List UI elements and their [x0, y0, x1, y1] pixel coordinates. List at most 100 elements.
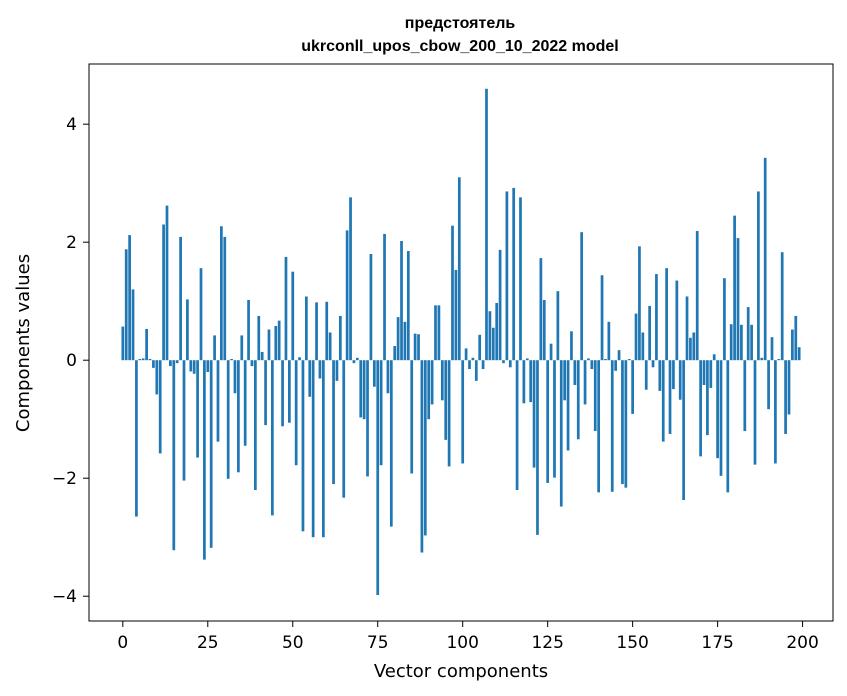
bar-component-29: [220, 226, 223, 361]
bar-component-17: [179, 236, 182, 361]
bar-component-171: [702, 360, 706, 385]
bar-component-116: [515, 360, 519, 491]
bar-component-141: [600, 275, 604, 361]
bar-component-129: [559, 360, 563, 507]
y-tick-label-4: 4: [66, 115, 77, 135]
x-tick-label-25: 25: [197, 633, 219, 653]
bar-component-124: [542, 300, 546, 361]
bar-component-174: [712, 354, 716, 361]
y-tick-label-2: 2: [66, 233, 77, 253]
bar-component-101: [464, 348, 468, 361]
bar-component-12: [162, 224, 165, 361]
bar-component-33: [233, 360, 237, 394]
bar-component-14: [169, 360, 172, 367]
bar-component-32: [230, 359, 233, 361]
bar-component-135: [580, 232, 584, 361]
bar-component-168: [692, 332, 696, 361]
bar-component-130: [563, 360, 567, 401]
bar-component-0: [121, 326, 125, 361]
bar-component-110: [495, 302, 499, 361]
bar-component-58: [318, 360, 322, 379]
bar-component-131: [566, 360, 570, 451]
bar-component-139: [593, 360, 597, 432]
chart-title-line-1: предстоятель: [405, 15, 516, 32]
bar-component-178: [726, 360, 730, 493]
bar-component-44: [271, 360, 274, 516]
bar-component-153: [641, 332, 645, 361]
bar-component-111: [498, 249, 502, 361]
x-tick-label-150: 150: [616, 633, 648, 653]
bar-component-91: [430, 360, 434, 405]
bar-component-149: [627, 359, 631, 361]
bar-component-117: [519, 197, 522, 361]
bar-component-198: [794, 315, 798, 361]
bar-component-163: [675, 280, 679, 361]
bar-component-114: [508, 360, 512, 368]
chart-title-line-2: ukrconll_upos_cbow_200_10_2022 model: [301, 38, 618, 55]
bar-component-119: [525, 358, 529, 361]
bar-component-90: [427, 360, 431, 420]
bar-component-133: [573, 360, 577, 385]
bar-component-159: [661, 360, 665, 442]
bar-component-70: [359, 360, 363, 418]
bar-component-161: [668, 360, 672, 434]
bar-component-152: [638, 246, 641, 361]
bar-component-180: [733, 215, 736, 361]
bar-component-122: [536, 360, 539, 535]
bar-component-156: [651, 360, 655, 368]
x-tick-label-175: 175: [701, 633, 733, 653]
bar-component-4: [135, 360, 138, 517]
bar-component-106: [481, 360, 485, 370]
bar-component-189: [763, 157, 767, 361]
bar-component-57: [315, 302, 318, 361]
bar-component-93: [437, 305, 441, 361]
bar-component-92: [434, 305, 437, 361]
bar-component-96: [447, 360, 451, 467]
y-tick-label--4: −4: [52, 587, 77, 607]
bar-component-115: [512, 187, 516, 361]
bar-component-83: [403, 321, 407, 361]
bar-component-80: [393, 346, 397, 361]
bar-component-125: [546, 360, 550, 483]
bar-component-55: [308, 360, 312, 397]
x-axis-label: Vector components: [374, 661, 548, 682]
bar-component-2: [128, 235, 131, 361]
bar-component-104: [474, 360, 478, 381]
bar-component-69: [355, 357, 359, 361]
bar-component-190: [767, 360, 770, 410]
ticks-group: 0 25 50 75 100 125 150 175 200 −4 −2 0 2 4: [52, 115, 819, 653]
bar-component-169: [695, 230, 699, 361]
bar-component-76: [379, 360, 383, 466]
bar-component-165: [682, 360, 685, 501]
bar-component-39: [254, 360, 257, 491]
bar-component-123: [539, 258, 543, 361]
bar-component-100: [461, 360, 465, 464]
bar-component-177: [723, 278, 726, 361]
bar-component-187: [757, 191, 760, 361]
bar-component-194: [780, 252, 784, 361]
bar-component-192: [774, 360, 777, 464]
bar-component-97: [451, 225, 454, 361]
bar-component-8: [148, 359, 152, 361]
bar-component-193: [777, 359, 781, 361]
bar-component-35: [240, 335, 244, 361]
bar-component-50: [291, 271, 295, 361]
bar-component-24: [203, 360, 206, 560]
bar-component-52: [298, 357, 301, 361]
bar-component-88: [420, 360, 424, 553]
bar-component-175: [716, 360, 719, 459]
bar-component-183: [743, 360, 747, 432]
bar-component-48: [284, 256, 288, 361]
bar-component-47: [281, 360, 284, 427]
bar-component-16: [175, 360, 179, 364]
bar-component-42: [264, 360, 267, 426]
bar-component-75: [376, 360, 380, 596]
bar-component-38: [250, 360, 254, 367]
bar-component-132: [570, 331, 573, 361]
bar-component-59: [321, 360, 325, 538]
bar-component-1: [124, 249, 128, 361]
bar-component-160: [665, 268, 668, 361]
bar-component-167: [689, 337, 692, 361]
bar-component-25: [206, 360, 210, 372]
